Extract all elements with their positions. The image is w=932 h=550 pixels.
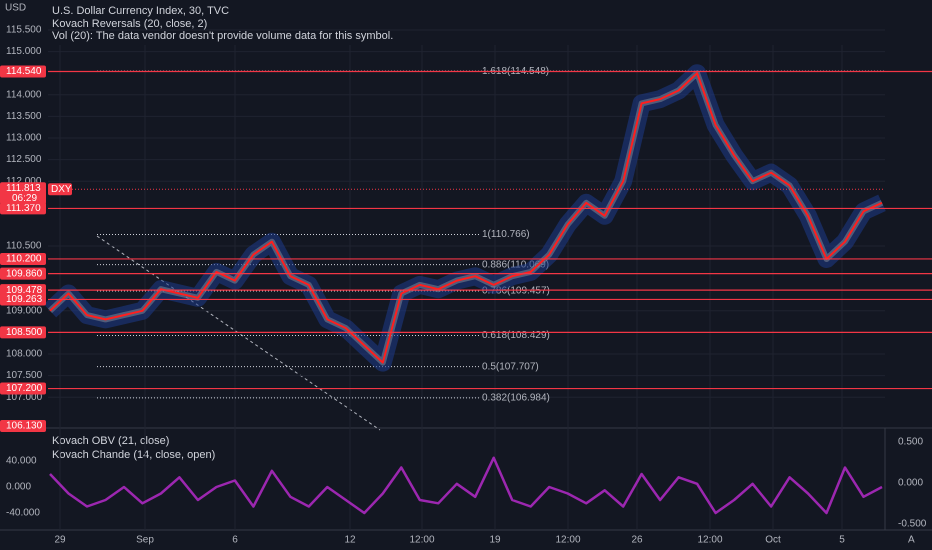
time-tick-label: 12:00 [555, 535, 580, 546]
fib-label: 0.786(109.457) [482, 286, 550, 297]
symbol-label: DXY [51, 184, 72, 195]
auto-scale[interactable]: A [908, 535, 915, 546]
level-tag [0, 382, 46, 395]
osc-left-tick: 40.000 [6, 456, 37, 467]
osc-right-tick: -0.500 [898, 519, 927, 530]
price-tick-label: 110.500 [6, 241, 42, 252]
price-line [49, 72, 883, 364]
time-tick-label: 29 [54, 535, 66, 546]
level-label: 110.200 [6, 254, 42, 265]
level-tag [0, 284, 46, 297]
osc-left-tick: -40.000 [6, 508, 40, 519]
level-label: 108.500 [6, 327, 43, 338]
time-tick-label: 6 [232, 535, 238, 546]
price-tick-label: 115.000 [6, 46, 42, 57]
osc-left-tick: 0.000 [6, 482, 31, 493]
symbol-title[interactable]: U.S. Dollar Currency Index, 30, TVC [52, 5, 229, 17]
time-tick-label: Sep [136, 535, 154, 546]
time-tick-label: 12:00 [409, 535, 434, 546]
osc-right-tick: 0.000 [898, 478, 923, 489]
volume-note[interactable]: Vol (20): The data vendor doesn't provid… [52, 30, 393, 42]
level-label: 109.263 [6, 294, 43, 305]
level-tag [0, 202, 46, 215]
level-tag [0, 267, 46, 280]
fib-label: 0.5(107.707) [482, 361, 539, 372]
level-tag [0, 420, 46, 432]
fib-label: 0.618(108.429) [482, 330, 550, 341]
fib-label: 0.886(110.069) [482, 259, 549, 270]
price-tick-label: 107.000 [6, 392, 43, 403]
osc-right-tick: 0.500 [898, 437, 923, 448]
price-tick-label: 107.500 [6, 370, 43, 381]
level-tag [0, 326, 46, 339]
level-label: 114.540 [6, 66, 42, 77]
time-tick-label: 19 [489, 535, 501, 546]
time-tick-label: Oct [765, 535, 781, 546]
time-tick-label: 12:00 [697, 535, 722, 546]
level-tag [0, 252, 46, 265]
time-tick-label: 5 [839, 535, 845, 546]
current-price-label: 111.813 [6, 183, 41, 194]
fib-label: 0.382(106.984) [482, 393, 550, 404]
level-tag [0, 65, 46, 78]
level-tag [0, 293, 46, 306]
price-tick-label: 108.000 [6, 349, 43, 360]
time-tick-label: 26 [631, 535, 643, 546]
indicator-title[interactable]: Kovach Reversals (20, close, 2) [52, 18, 207, 30]
countdown: 06:29 [12, 193, 37, 204]
obv-title[interactable]: Kovach OBV (21, close) [52, 435, 169, 447]
price-tick-label: 113.000 [6, 133, 42, 144]
level-label: 111.370 [6, 203, 41, 214]
fib-label: 1(110.766) [482, 229, 530, 240]
price-tick-label: 109.000 [6, 305, 43, 316]
level-label: 106.130 [6, 421, 43, 432]
price-tick-label: 114.000 [6, 89, 42, 100]
time-tick-label: 12 [344, 535, 356, 546]
currency: USD [5, 3, 26, 14]
level-label: 109.860 [6, 268, 43, 279]
price-tick-label: 112.500 [6, 154, 42, 165]
price-tick-label: 113.500 [6, 111, 42, 122]
price-tick-label: 112.000 [6, 176, 42, 187]
symbol-tag [48, 183, 72, 196]
price-tick-label: 115.500 [6, 25, 42, 36]
chande-title[interactable]: Kovach Chande (14, close, open) [52, 449, 215, 461]
oscillator-line [49, 456, 883, 515]
current-price-tag [0, 182, 46, 205]
level-label: 109.478 [6, 285, 43, 296]
level-label: 107.200 [6, 383, 43, 394]
